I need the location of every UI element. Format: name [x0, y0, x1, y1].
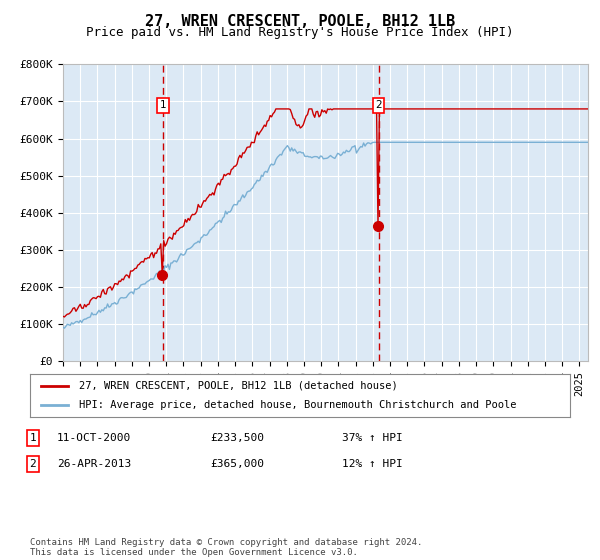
Text: £233,500: £233,500 — [210, 433, 264, 443]
Text: 1: 1 — [160, 100, 166, 110]
Text: 27, WREN CRESCENT, POOLE, BH12 1LB: 27, WREN CRESCENT, POOLE, BH12 1LB — [145, 14, 455, 29]
Text: 11-OCT-2000: 11-OCT-2000 — [57, 433, 131, 443]
Text: 2: 2 — [29, 459, 37, 469]
Text: 12% ↑ HPI: 12% ↑ HPI — [342, 459, 403, 469]
Text: 26-APR-2013: 26-APR-2013 — [57, 459, 131, 469]
Text: 27, WREN CRESCENT, POOLE, BH12 1LB (detached house): 27, WREN CRESCENT, POOLE, BH12 1LB (deta… — [79, 381, 397, 391]
Text: 2: 2 — [375, 100, 382, 110]
Text: Price paid vs. HM Land Registry's House Price Index (HPI): Price paid vs. HM Land Registry's House … — [86, 26, 514, 39]
Text: 1: 1 — [29, 433, 37, 443]
Text: £365,000: £365,000 — [210, 459, 264, 469]
Text: Contains HM Land Registry data © Crown copyright and database right 2024.
This d: Contains HM Land Registry data © Crown c… — [30, 538, 422, 557]
Text: 37% ↑ HPI: 37% ↑ HPI — [342, 433, 403, 443]
Text: HPI: Average price, detached house, Bournemouth Christchurch and Poole: HPI: Average price, detached house, Bour… — [79, 400, 516, 410]
